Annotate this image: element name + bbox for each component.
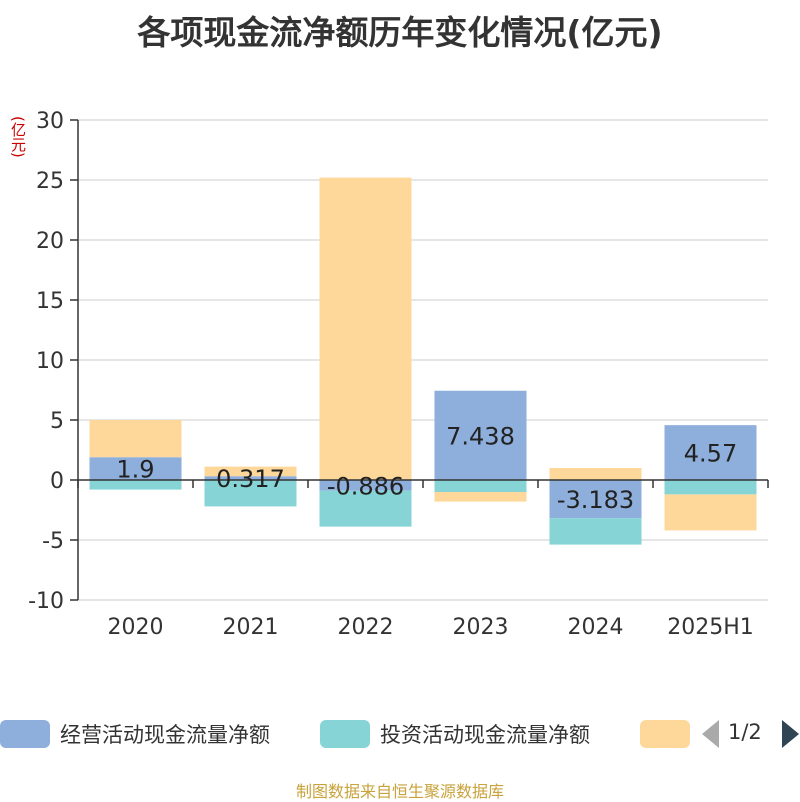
bar-series1-2022 [319,480,412,491]
bar-series1-2020 [89,457,182,480]
legend-item-investing[interactable]: 投资活动现金流量净额 [320,712,590,756]
bar-series1-2025H1 [664,425,757,480]
x-tick-label: 2025H1 [667,615,754,640]
bar-series2-2025H1 [664,480,757,495]
legend-swatch-operating [0,720,50,748]
bar-series3-2023 [434,492,527,502]
legend-next-arrow-icon[interactable] [782,720,799,748]
data-label: -0.886 [327,472,404,500]
legend-pager: 1/2 [700,712,800,756]
legend-item-third[interactable] [640,712,700,756]
data-label: 0.317 [216,465,285,493]
bar-series2-2020 [89,480,182,490]
data-label: 1.9 [116,456,154,484]
source-note: 制图数据来自恒生聚源数据库 [295,782,504,801]
y-tick-label: 30 [36,109,64,134]
legend-item-operating[interactable]: 经营活动现金流量净额 [0,712,270,756]
data-label: 7.438 [446,422,515,450]
legend-label: 经营活动现金流量净额 [60,723,270,747]
axes [70,119,769,601]
bar-series1-2024 [549,480,642,519]
y-tick-labels: -10 -5 0 5 10 15 20 25 30 [28,109,64,614]
y-tick-label: -10 [28,589,64,614]
bar-series3-2021 [204,466,297,477]
bar-series1-2023 [434,390,527,480]
legend: 经营活动现金流量净额 投资活动现金流量净额 1/2 [0,712,800,756]
bar-series3-2024 [549,468,642,480]
data-labels: 1.9 0.317 -0.886 7.438 -3.183 4.57 [116,422,737,514]
legend-page-number: 1/2 [728,720,762,744]
y-tick-label: 15 [36,289,64,314]
y-tick-label: 5 [50,409,64,434]
bar-series2-2022 [319,490,412,527]
bar-series3-2020 [89,420,182,458]
chart-title: 各项现金流净额历年变化情况(亿元) [137,13,663,52]
y-tick-label: 10 [36,349,64,374]
y-tick-label: 25 [36,169,64,194]
bar-series2-2023 [434,480,527,492]
y-axis-unit-label: (亿元) [9,116,27,158]
legend-swatch-third [640,720,690,748]
data-label: -3.183 [557,486,634,514]
grid-lines [78,119,768,601]
y-tick-label: 0 [50,469,64,494]
bar-series3-2025H1 [664,494,757,531]
legend-prev-arrow-icon[interactable] [702,720,719,748]
x-tick-label: 2023 [453,615,509,640]
bar-series3-2022 [319,177,412,480]
x-tick-label: 2022 [338,615,394,640]
legend-label: 投资活动现金流量净额 [380,723,590,747]
legend-swatch-investing [320,720,370,748]
bars [89,177,757,545]
x-tick-labels: 2020 2021 2022 2023 2024 2025H1 [108,615,754,640]
data-label: 4.57 [684,440,737,468]
bar-series2-2024 [549,518,642,545]
bar-series1-2021 [204,476,297,480]
y-tick-label: 20 [36,229,64,254]
x-tick-label: 2020 [108,615,164,640]
y-tick-label: -5 [42,529,64,554]
bar-series2-2021 [204,480,297,507]
x-tick-label: 2021 [223,615,279,640]
x-tick-label: 2024 [568,615,624,640]
